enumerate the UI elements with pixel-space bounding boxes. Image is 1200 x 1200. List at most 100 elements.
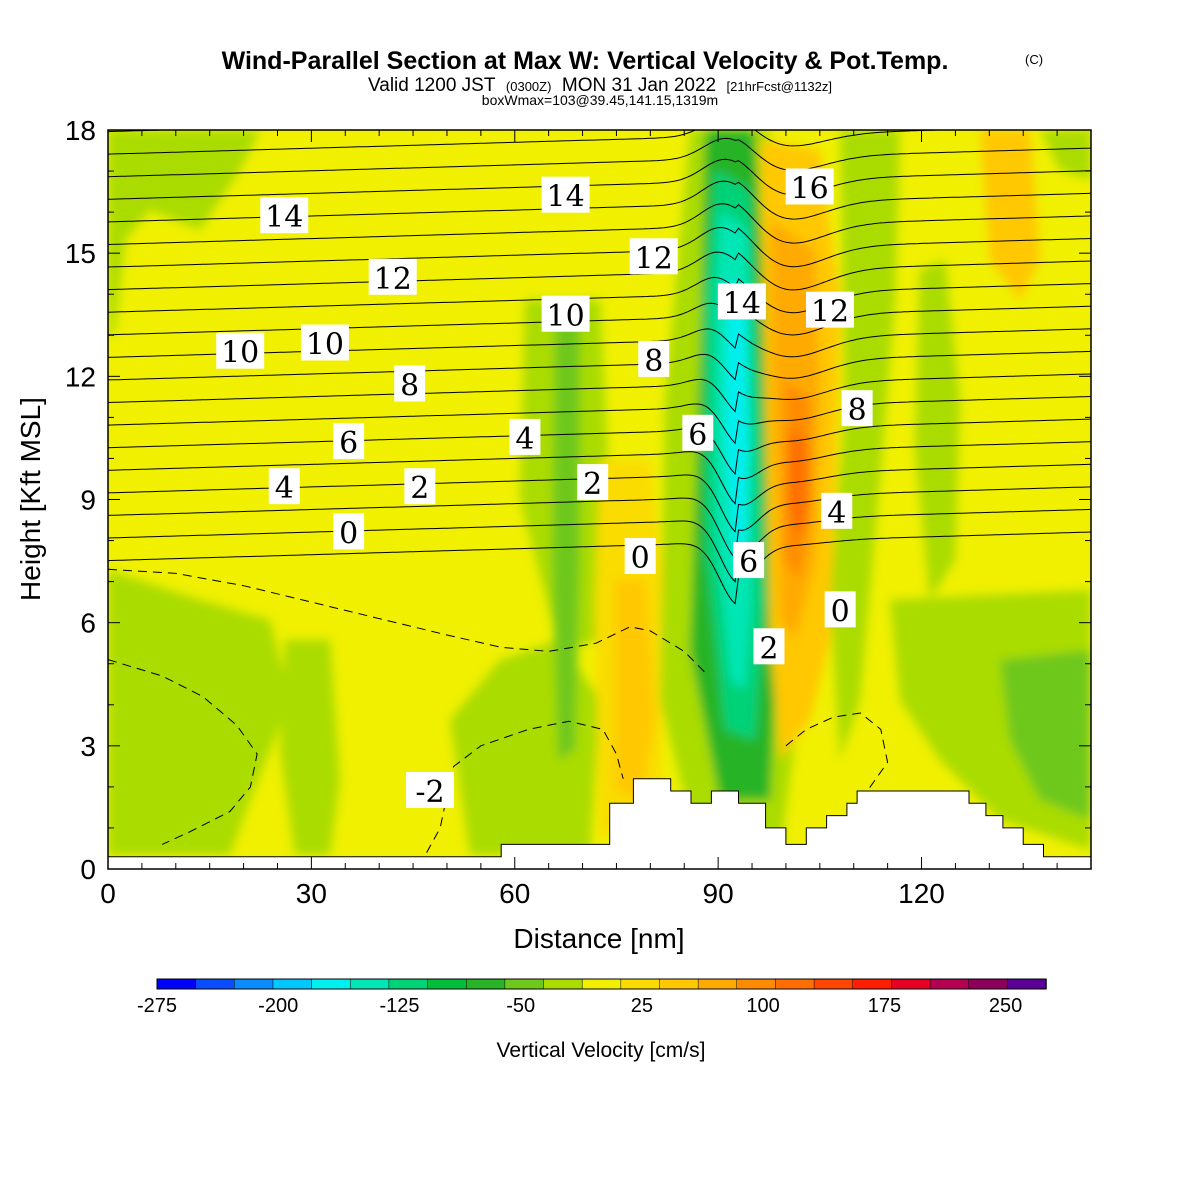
- contour-label: 8: [841, 390, 873, 428]
- contour-label: 4: [268, 468, 300, 506]
- field-orange-left-core: [615, 580, 655, 800]
- contour-label-text: 14: [547, 180, 585, 215]
- contour-label-text: 4: [275, 471, 294, 506]
- contour-label-box: [717, 283, 766, 320]
- isentrope: [108, 508, 1091, 583]
- colorbar-swatch: [929, 978, 970, 990]
- isentrope: [108, 350, 1091, 381]
- field-darkgreen-column: [552, 320, 580, 760]
- contour-label-text: 6: [688, 418, 707, 453]
- contour-label: 4: [821, 492, 853, 531]
- colorbar-swatch: [195, 978, 236, 990]
- contour-label-box: [260, 197, 309, 234]
- colorbar-tick-label: -50: [506, 995, 535, 1017]
- contour-label: -2: [406, 771, 455, 810]
- contour-label: 0: [624, 537, 656, 576]
- colorbar-swatch: [427, 978, 467, 990]
- contour-label-text: 10: [306, 327, 344, 362]
- colorbar-swatch: [620, 978, 661, 990]
- isentrope: [108, 276, 1091, 314]
- contour-label: 12: [368, 258, 417, 297]
- contour-label-text: 12: [811, 295, 849, 330]
- contour-label-text: 2: [410, 471, 429, 506]
- contour-label-box: [368, 258, 417, 295]
- contour-label-text: 8: [400, 369, 419, 404]
- contour-label: 2: [577, 464, 609, 502]
- y-tick-label: 15: [65, 238, 96, 269]
- x-tick-label: 30: [296, 878, 327, 909]
- colorbar-swatch: [543, 978, 583, 990]
- chart-title: Wind-Parallel Section at Max W: Vertical…: [222, 47, 949, 75]
- y-tick-label: 3: [80, 731, 96, 762]
- isentrope-dashed: [108, 568, 705, 673]
- colorbar-swatch: [775, 978, 815, 990]
- contour-label-text: 12: [374, 262, 412, 297]
- colorbar-swatch: [272, 978, 313, 990]
- terrain-mask: [108, 778, 1091, 869]
- contour-label-box: [509, 418, 541, 455]
- contour-label-text: 10: [547, 299, 585, 334]
- contour-label-box: [541, 176, 590, 213]
- colorbar-swatch: [388, 978, 429, 990]
- colorbar-swatch: [311, 978, 352, 990]
- contour-label-box: [753, 628, 785, 665]
- isentrope: [108, 302, 1091, 336]
- contour-label: 4: [509, 418, 541, 457]
- colorbar-tick-label: 175: [868, 995, 901, 1017]
- x-axis: 0 30 60 90 120: [100, 130, 1058, 909]
- contour-label-text: 8: [848, 393, 867, 428]
- colorbar-tick-label: -125: [379, 995, 419, 1017]
- contour-label: 14: [541, 176, 590, 215]
- x-tick-label: 120: [898, 878, 945, 909]
- isentrope: [108, 251, 1091, 291]
- contour-label: 8: [638, 340, 670, 379]
- colorbar-frame: [156, 978, 1047, 990]
- contour-label-text: 14: [265, 200, 303, 235]
- contour-label: 0: [333, 513, 365, 551]
- contour-label-box: [785, 168, 834, 205]
- contour-label: 10: [541, 295, 590, 334]
- colorbar-tick-label: 100: [746, 995, 779, 1017]
- colorbar-swatch: [1007, 978, 1047, 990]
- colorbar-swatch: [891, 978, 931, 990]
- contour-label-text: 2: [583, 467, 602, 502]
- copyright-mark: (C): [1025, 52, 1043, 67]
- colorbar-swatch: [350, 978, 390, 990]
- colorbar: -275 -200 -125 -50 25 100 175 250: [137, 978, 1047, 1017]
- y-tick-label: 9: [80, 485, 96, 516]
- isentrope: [108, 531, 1091, 605]
- isentrope-dashed: [108, 659, 258, 845]
- contour-label-text: 16: [791, 171, 829, 206]
- colorbar-swatch: [659, 978, 699, 990]
- isentrope: [108, 486, 1091, 559]
- isentrope-dashed: [785, 712, 889, 792]
- plot-area: 14 14 16 12 12 14 10 10 10 12 8 8 8 6 4 6 4 2 2 4 0 0 6 0 2 -2: [108, 130, 1091, 869]
- contour-label: 12: [805, 291, 854, 330]
- contour-label-text: 0: [831, 594, 850, 629]
- colorbar-swatch: [852, 978, 893, 990]
- y-tick-label: 0: [80, 854, 96, 885]
- contour-label-box: [624, 537, 656, 574]
- contour-label: 12: [629, 238, 678, 276]
- field-darkgreen-right: [1000, 650, 1091, 820]
- field-green-left-strip: [180, 700, 215, 855]
- y-axis: 0 3 6 9 12 15 18: [65, 115, 1091, 885]
- contour-label-box: [541, 295, 590, 332]
- theta-contour-labels: 14 14 16 12 12 14 10 10 10 12 8 8 8 6 4 6 4 2 2 4 0 0 6 0 2 -2: [216, 168, 873, 810]
- isentrope: [108, 441, 1091, 505]
- contour-label-box: [682, 414, 714, 451]
- colorbar-tick-label: -200: [258, 995, 298, 1017]
- contour-label-box: [805, 291, 854, 328]
- contour-label: 14: [717, 283, 766, 321]
- contour-label: 10: [216, 332, 265, 371]
- contour-label-box: [333, 513, 365, 550]
- contour-label-box: [824, 591, 856, 628]
- isentrope: [108, 137, 1091, 178]
- field-downdraft-peak: [725, 280, 748, 560]
- isentrope-dashed: [426, 720, 624, 853]
- contour-label-text: 0: [631, 541, 650, 576]
- contour-label: 14: [260, 197, 309, 235]
- contour-label: 8: [394, 365, 426, 404]
- contour-label-box: [333, 423, 365, 460]
- contour-label-text: 6: [739, 545, 758, 580]
